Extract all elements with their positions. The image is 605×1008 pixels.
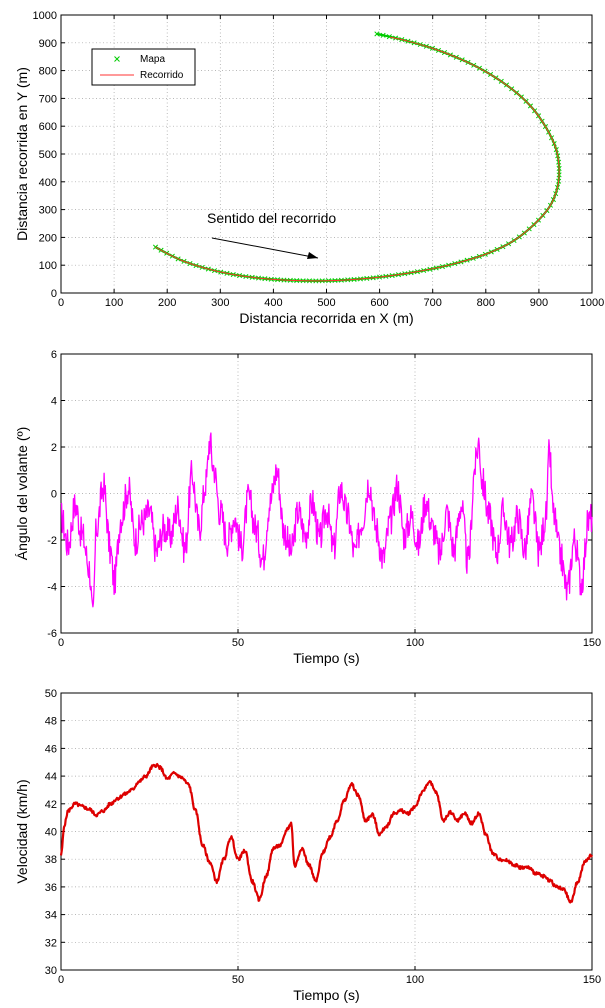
x-tick-label: 50: [232, 974, 244, 986]
x-tick-label: 700: [424, 297, 442, 309]
x-tick-label: 100: [406, 637, 424, 649]
y-tick-label: 44: [45, 771, 57, 783]
y-tick-label: 42: [45, 799, 57, 811]
x-tick-label: 0: [58, 974, 64, 986]
y-tick-label: -4: [47, 582, 57, 594]
y-tick-label: 4: [51, 396, 57, 408]
direction-arrow-head: [307, 252, 318, 259]
y-tick-label: -6: [47, 628, 57, 640]
x-tick-label: 600: [370, 297, 388, 309]
y-axis-label: Velocidad (km/h): [14, 779, 30, 883]
y-tick-label: 46: [45, 743, 57, 755]
y-tick-label: 1000: [33, 10, 57, 22]
direction-annotation: Sentido del recorrido: [207, 210, 336, 226]
legend-box: [91, 48, 196, 86]
map-chart: 0 100 200 300 400 500 600 700 800 900 1000 0 100 200 3…: [14, 10, 604, 326]
y-tick-label: 36: [45, 882, 57, 894]
x-tick-label: 0: [58, 637, 64, 649]
x-tick-label: 100: [105, 297, 123, 309]
series-line: [59, 763, 593, 904]
y-tick-label: -2: [47, 535, 57, 547]
x-tick-label: 500: [317, 297, 335, 309]
x-axis-label: Tiempo (s): [293, 650, 359, 666]
y-tick-label: 50: [45, 688, 57, 700]
legend-mapa-marker: [114, 56, 120, 62]
x-tick-label: 900: [530, 297, 548, 309]
y-tick-label: 0: [51, 288, 57, 300]
x-tick-label: 1000: [580, 297, 604, 309]
x-tick-label: 150: [583, 637, 601, 649]
y-tick-label: 900: [39, 38, 57, 50]
y-tick-label: 700: [39, 93, 57, 105]
plot-frame: [60, 692, 593, 971]
y-tick-label: 0: [51, 489, 57, 501]
y-tick-label: 38: [45, 854, 57, 866]
x-tick-label: 150: [583, 974, 601, 986]
mapa-marker: [386, 34, 392, 40]
y-tick-label: 300: [39, 205, 57, 217]
y-tick-label: 200: [39, 232, 57, 244]
x-axis-label: Distancia recorrida en X (m): [239, 310, 413, 326]
legend: Mapa Recorrido: [91, 48, 196, 86]
x-tick-label: 800: [477, 297, 495, 309]
y-tick-label: 600: [39, 121, 57, 133]
recorrido-series-line: [155, 36, 560, 282]
legend-mapa-label: Mapa: [140, 54, 165, 65]
y-axis-label: Distancia recorrida en Y (m): [14, 67, 30, 241]
plot-frame: [60, 353, 593, 634]
y-tick-label: 48: [45, 716, 57, 728]
y-tick-label: 400: [39, 177, 57, 189]
x-tick-label: 100: [406, 974, 424, 986]
legend-recorrido-label: Recorrido: [140, 70, 184, 81]
x-tick-label: 50: [232, 637, 244, 649]
y-tick-label: 100: [39, 260, 57, 272]
y-axis-label: Ángulo del volante (º): [14, 427, 30, 561]
y-tick-label: 2: [51, 442, 57, 454]
x-tick-label: 400: [264, 297, 282, 309]
y-tick-label: 500: [39, 149, 57, 161]
y-tick-label: 800: [39, 66, 57, 78]
y-tick-label: 34: [45, 910, 57, 922]
series-line: [60, 432, 593, 608]
y-tick-label: 30: [45, 965, 57, 977]
mapa-marker: [380, 32, 386, 38]
steering-chart: 0 50 100 150 -6 -4 -2 0 2 4 6 Tiempo (s) Ángulo del …: [14, 349, 601, 666]
mapa-marker: [374, 31, 380, 37]
speed-chart: 0 50 100 150 30 32 34 36 38 40 42 44 46 48 50 Tiempo (s…: [14, 688, 601, 1003]
y-tick-label: 32: [45, 937, 57, 949]
x-tick-label: 300: [211, 297, 229, 309]
x-tick-label: 200: [158, 297, 176, 309]
y-tick-label: 40: [45, 827, 57, 839]
mapa-series-line: [154, 32, 561, 282]
x-axis-label: Tiempo (s): [293, 987, 359, 1003]
y-tick-label: 6: [51, 349, 57, 361]
x-tick-label: 0: [58, 297, 64, 309]
direction-arrow: [211, 237, 319, 259]
